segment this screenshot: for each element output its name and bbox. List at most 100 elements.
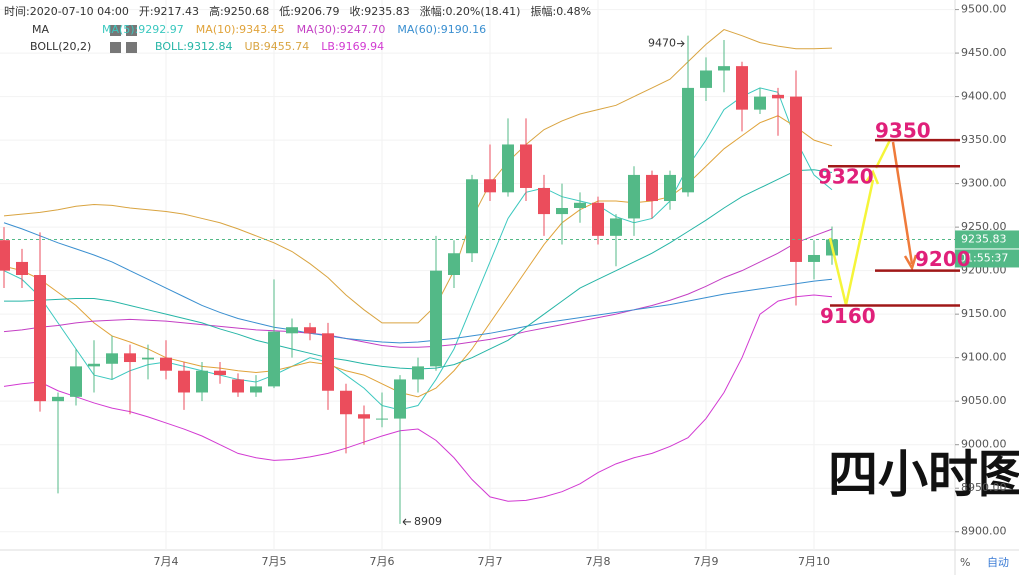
candle-body (790, 96, 802, 262)
countdown-label: 01:55:37 (959, 251, 1008, 264)
max-label: 9470 (648, 37, 676, 50)
axis-corner[interactable]: % (960, 556, 970, 569)
candle-body (538, 187, 550, 215)
candle-body (304, 327, 316, 334)
candle-body (574, 202, 586, 208)
candle-body (52, 396, 64, 402)
indicator-line (3, 222, 833, 344)
y-tick-label: 8950.00 (961, 481, 1007, 494)
x-tick-label: 7月8 (586, 555, 611, 568)
y-tick-label: 9400.00 (961, 90, 1007, 103)
y-tick-label: 9350.00 (961, 133, 1007, 146)
candle-body (160, 357, 172, 371)
header-label: 时间: (4, 5, 30, 18)
header-value: 0.48% (556, 5, 591, 18)
legend-entry: MA(5):9292.97 (102, 23, 184, 36)
candle-body (142, 357, 154, 360)
header-value: 2020-07-10 04:00 (30, 5, 129, 18)
candle-body (520, 144, 532, 188)
candle-body (214, 370, 226, 376)
watermark: 四小时图 (828, 446, 1019, 504)
y-tick-label: 8900.00 (961, 525, 1007, 538)
legend-entry: BOLL:9312.84 (155, 40, 232, 53)
legend-entry: UB:9455.74 (244, 40, 309, 53)
indicator-line (3, 29, 833, 324)
level-label: 9320 (818, 165, 874, 189)
candle-body (448, 253, 460, 275)
candle-body (736, 66, 748, 110)
header-value: 9206.79 (294, 5, 340, 18)
candle-body (484, 179, 496, 193)
candle-body (106, 353, 118, 364)
header-label: 振幅: (530, 4, 556, 18)
candle-body (664, 174, 676, 202)
header-label: 高: (209, 4, 224, 18)
header-value: 9235.83 (364, 5, 410, 18)
indicator-line (3, 228, 833, 348)
y-tick-label: 9050.00 (961, 394, 1007, 407)
candle-body (556, 207, 568, 215)
header-label: 低: (279, 5, 294, 18)
candle-body (268, 331, 280, 387)
x-tick-label: 7月10 (798, 555, 830, 568)
price-tag (955, 230, 1019, 249)
candle-body (358, 414, 370, 419)
candle-body (466, 179, 478, 254)
candle-body (286, 327, 298, 334)
legend-entry: MA(10):9343.45 (196, 23, 285, 36)
y-tick-label: 9300.00 (961, 177, 1007, 190)
header-label: 涨幅: (420, 5, 446, 18)
candle-body (322, 333, 334, 391)
candle-body (754, 96, 766, 110)
legend-entry: MA(30):9247.70 (297, 23, 386, 36)
candle-body (700, 70, 712, 88)
countdown-tag (955, 249, 1019, 268)
x-tick-label: 7月7 (478, 555, 503, 568)
axis-corner[interactable]: 自动 (987, 556, 1009, 569)
candle-body (430, 270, 442, 367)
candle-body (0, 240, 10, 271)
candle-body (808, 254, 820, 262)
settings-icon[interactable] (110, 25, 121, 36)
close-icon[interactable] (126, 42, 137, 53)
max-arrow (677, 40, 685, 48)
candle-body (88, 363, 100, 367)
legend-entry: LB:9169.94 (321, 40, 384, 53)
candle-body (70, 366, 82, 397)
candle-body (34, 275, 46, 402)
level-label: 9350 (875, 119, 931, 143)
arrow-head (903, 254, 918, 272)
price-tag-label: 9235.83 (961, 232, 1007, 245)
candle-body (250, 386, 262, 393)
settings-icon[interactable] (110, 42, 121, 53)
y-tick-label: 9100.00 (961, 351, 1007, 364)
candle-body (376, 418, 388, 420)
x-tick-label: 7月9 (694, 555, 719, 568)
indicator-icons (110, 25, 137, 53)
indicator-line (3, 294, 833, 502)
arrow (891, 141, 914, 265)
candle-body (610, 218, 622, 236)
min-label: 8909 (414, 515, 442, 528)
candle-body (412, 366, 424, 380)
y-tick-label: 9500.00 (961, 3, 1007, 16)
arrow (874, 139, 892, 169)
close-icon[interactable] (126, 25, 137, 36)
legend-title: MA (32, 23, 49, 36)
candle-body (628, 174, 640, 219)
candle-body (592, 202, 604, 236)
candle-body (718, 66, 730, 71)
candle-body (232, 379, 244, 393)
candle-body (772, 94, 784, 99)
candle-body (178, 370, 190, 393)
min-arrow (402, 518, 411, 526)
y-tick-label: 9450.00 (961, 46, 1007, 59)
y-tick-label: 9250.00 (961, 220, 1007, 233)
candle-body (16, 261, 28, 275)
arrow-head (864, 169, 880, 185)
x-tick-label: 7月4 (154, 555, 179, 568)
legend-entry: MA(60):9190.16 (397, 23, 486, 36)
candle-body (682, 87, 694, 193)
candle-body (394, 379, 406, 419)
x-tick-label: 7月5 (262, 555, 287, 568)
